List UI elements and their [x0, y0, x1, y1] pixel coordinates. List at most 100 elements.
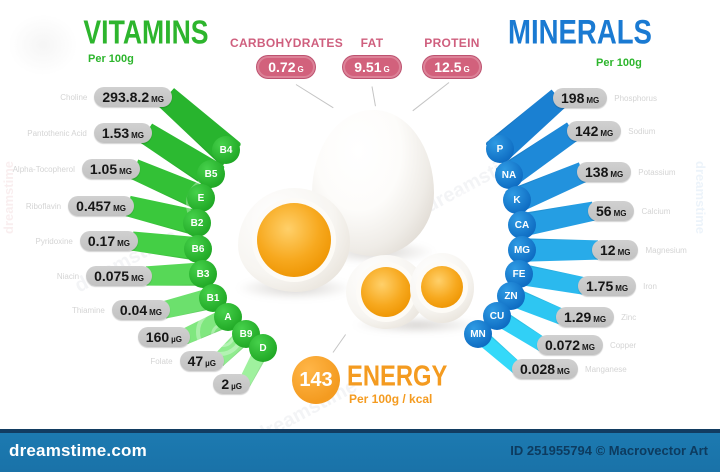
vitamin-symbol-badge: B5 — [197, 160, 225, 188]
value-pill: 198 MG — [553, 88, 608, 108]
macro-carbohydrates: CARBOHYDRATES 0.72 G — [230, 36, 344, 78]
egg-slice-image — [410, 253, 474, 323]
minerals-subtitle: Per 100g — [596, 57, 642, 69]
nutrient-unit: MG — [149, 308, 162, 317]
nutrient-value: 1.75 — [586, 278, 614, 294]
nutrient-unit: MG — [610, 170, 624, 179]
nutrient-unit: MG — [613, 209, 627, 218]
vitamins-title: VITAMINS — [83, 14, 209, 51]
nutrient-value: 293.8.2 — [102, 89, 150, 105]
nutrient-value: 2 — [221, 376, 230, 392]
nutrient-unit: MG — [117, 239, 130, 248]
nutrient-label: Riboflavin — [25, 201, 62, 211]
value-pill: 0.457 MG — [68, 196, 134, 216]
macro-label: CARBOHYDRATES — [230, 36, 344, 50]
vitamin-row: Riboflavin 0.457 MG — [26, 195, 134, 217]
nutrient-label: Copper — [609, 340, 637, 350]
vitamin-row: Choline 293.8.2 MG — [60, 86, 172, 108]
nutrient-label: Niacin — [56, 271, 80, 281]
vitamin-row: Pantothenic Acid 1.53 MG — [27, 122, 152, 144]
nutrient-value: 0.457 — [76, 198, 112, 214]
value-pill: 2 µG — [213, 374, 250, 394]
vitamin-symbol-badge: B6 — [184, 235, 212, 263]
value-pill: 12 MG — [592, 240, 639, 260]
value-pill: 1.75 MG — [578, 276, 637, 296]
nutrient-value: 138 — [585, 164, 609, 180]
vitamin-symbol-badge: B4 — [212, 136, 240, 164]
nutrient-unit: µG — [205, 359, 216, 368]
mineral-row: 142 MG Sodium — [567, 120, 655, 142]
nutrient-label: Zinc — [621, 312, 637, 322]
value-pill: 142 MG — [567, 121, 622, 141]
macro-protein: PROTEIN 12.5 G — [404, 36, 500, 78]
pointer-line — [295, 84, 334, 109]
mineral-row: 1.75 MG Iron — [578, 275, 657, 297]
nutrient-unit: MG — [151, 95, 164, 104]
value-pill: 1.05 MG — [81, 159, 140, 179]
value-pill: 0.17 MG — [79, 231, 138, 251]
vitamin-row: 2 µG — [206, 373, 250, 395]
macro-value: 0.72 — [268, 59, 296, 75]
mineral-row: 198 MG Phosphorus — [553, 87, 657, 109]
macro-unit: G — [383, 65, 390, 74]
value-pill: 56 MG — [588, 201, 635, 221]
watermark-text-right-edge: dreamstime — [692, 161, 708, 234]
mineral-row: 12 MG Magnesium — [592, 239, 687, 261]
value-pill: 0.04 MG — [111, 300, 170, 320]
vitamin-row: Niacin 0.075 MG — [57, 265, 152, 287]
vitamin-row: Pyridoxine 0.17 MG — [35, 230, 138, 252]
stock-site-brand: dreamstime.com — [9, 441, 147, 460]
nutrient-value: 1.53 — [101, 125, 130, 141]
nutrient-value: 142 — [575, 123, 599, 139]
nutrient-label: Magnesium — [645, 245, 687, 255]
egg-yolk — [421, 266, 463, 308]
mineral-symbol-badge: NA — [495, 161, 523, 189]
nutrient-unit: MG — [617, 248, 631, 257]
nutrient-unit: MG — [119, 167, 132, 176]
mineral-symbol-badge: MG — [508, 236, 536, 264]
macro-label: FAT — [360, 36, 384, 50]
nutrient-value: 160 — [145, 329, 170, 345]
nutrient-value: 12 — [600, 242, 616, 258]
egg-slice-image — [346, 255, 426, 329]
macro-value-pill: 9.51 G — [343, 56, 401, 78]
nutrient-value: 0.17 — [87, 233, 116, 249]
macro-value-pill: 0.72 G — [257, 56, 315, 78]
vitamin-row: Folate 47 µG — [150, 350, 224, 372]
nutrient-unit: MG — [593, 315, 607, 324]
nutrient-value: 1.29 — [564, 309, 592, 325]
nutrient-unit: µG — [171, 335, 182, 344]
nutrient-unit: MG — [600, 129, 614, 138]
value-pill: 1.53 MG — [93, 123, 152, 143]
nutrient-label: Potassium — [638, 167, 676, 177]
nutrient-label: Sodium — [628, 126, 656, 136]
nutrient-label: Pantothenic Acid — [27, 128, 87, 138]
nutrient-unit: µG — [231, 382, 242, 391]
value-pill: 47 µG — [179, 351, 224, 371]
mineral-row: 56 MG Calcium — [588, 200, 670, 222]
macro-label: PROTEIN — [424, 36, 480, 50]
nutrient-label: Pyridoxine — [35, 236, 73, 246]
nutrient-value: 198 — [561, 90, 585, 106]
egg-yolk — [361, 267, 411, 317]
mineral-symbol-badge: CA — [508, 211, 536, 239]
value-pill: 0.075 MG — [86, 266, 152, 286]
minerals-title: MINERALS — [508, 14, 652, 52]
nutrient-unit: MG — [557, 367, 570, 376]
nutrient-unit: MG — [586, 96, 600, 105]
vitamin-row: Thiamine 0.04 MG — [72, 299, 170, 321]
macro-value: 12.5 — [434, 59, 462, 75]
image-credit: ID 251955794 © Macrovector Art — [510, 443, 708, 458]
nutrient-value: 0.075 — [94, 268, 130, 284]
vitamin-symbol-badge: B3 — [189, 260, 217, 288]
watermark-logo-ring — [450, 186, 506, 242]
value-pill: 0.072 MG — [537, 335, 603, 355]
pointer-line — [332, 334, 347, 353]
nutrient-label: Manganese — [584, 364, 627, 374]
value-pill: 138 MG — [577, 162, 632, 182]
mineral-symbol-badge: MN — [464, 320, 492, 348]
nutrient-label: Folate — [150, 356, 173, 366]
nutrient-unit: MG — [131, 131, 144, 140]
energy-subtitle: Per 100g / kcal — [349, 392, 433, 406]
